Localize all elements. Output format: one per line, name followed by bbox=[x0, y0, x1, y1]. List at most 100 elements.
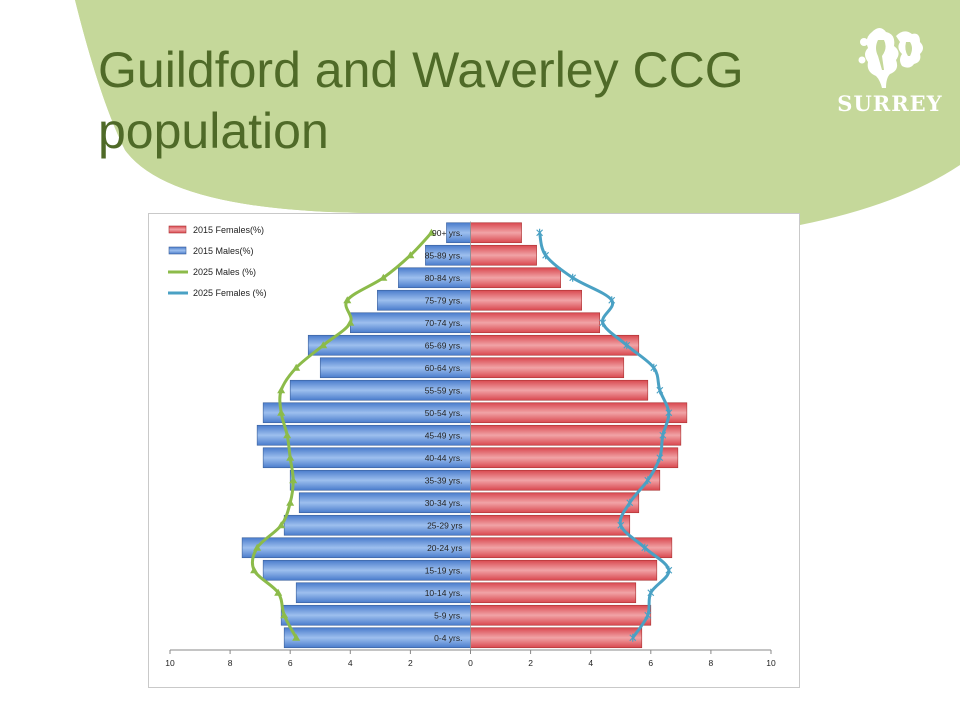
female-2025-point-17 bbox=[542, 251, 550, 260]
female-2025-point-13 bbox=[623, 341, 631, 350]
female-2025-point-8 bbox=[656, 453, 664, 462]
age-group-label-9: 45-49 yrs. bbox=[425, 430, 463, 440]
female-bar-17 bbox=[470, 244, 537, 266]
chart-canvas: 0-4 yrs. 5-9 yrs. 10-14 yrs. 15-19 yrs. 20-2… bbox=[165, 221, 776, 668]
male-2025-point-0 bbox=[292, 633, 301, 641]
female-2025-point-7 bbox=[644, 476, 652, 485]
x-tick-label-5: 0 bbox=[468, 658, 473, 668]
x-tick-label-8: 6 bbox=[648, 658, 653, 668]
female-bar-5 bbox=[470, 514, 631, 536]
slide-title: Guildford and Waverley CCG population bbox=[98, 40, 818, 162]
age-group-label-4: 20-24 yrs bbox=[427, 543, 462, 553]
age-group-label-18: 90+ yrs. bbox=[432, 228, 462, 238]
age-group-label-7: 35-39 yrs. bbox=[425, 475, 463, 485]
female-2025-point-12 bbox=[650, 363, 658, 372]
male-2025-point-18 bbox=[427, 228, 436, 236]
male-2025-point-5 bbox=[277, 521, 286, 529]
female-bar-16 bbox=[470, 267, 561, 289]
legend-label-2: 2025 Males (%) bbox=[193, 267, 256, 277]
female-2025-point-18 bbox=[536, 228, 544, 237]
legend-label-1: 2015 Males(%) bbox=[193, 246, 254, 256]
male-2025-point-16 bbox=[379, 273, 388, 281]
age-group-label-2: 10-14 yrs. bbox=[425, 588, 463, 598]
surrey-logo: SURREY bbox=[830, 20, 950, 120]
male-2025-point-12 bbox=[292, 363, 301, 371]
female-2025-point-11 bbox=[656, 386, 664, 395]
female-2025-point-2 bbox=[647, 588, 655, 597]
female-2025-point-3 bbox=[665, 566, 673, 575]
age-group-label-5: 25-29 yrs bbox=[427, 520, 462, 530]
population-pyramid-chart: 0-4 yrs. 5-9 yrs. 10-14 yrs. 15-19 yrs. 20-2… bbox=[148, 213, 800, 688]
male-2025-point-17 bbox=[406, 251, 415, 259]
x-tick-label-9: 8 bbox=[709, 658, 714, 668]
legend-label-0: 2015 Females(%) bbox=[193, 225, 264, 235]
female-bar-14 bbox=[470, 312, 601, 334]
age-group-label-8: 40-44 yrs. bbox=[425, 453, 463, 463]
age-group-label-10: 50-54 yrs. bbox=[425, 408, 463, 418]
legend-entry-3: 2025 Females (%) bbox=[168, 288, 267, 298]
female-bar-12 bbox=[470, 357, 625, 379]
female-bar-7 bbox=[470, 469, 661, 491]
female-bar-11 bbox=[470, 379, 649, 401]
age-group-label-13: 65-69 yrs. bbox=[425, 340, 463, 350]
x-tick-label-0: 10 bbox=[165, 658, 175, 668]
female-2025-point-15 bbox=[608, 296, 616, 305]
female-2025-point-10 bbox=[665, 408, 673, 417]
male-2025-point-9 bbox=[283, 431, 292, 439]
female-2025-point-14 bbox=[599, 318, 607, 327]
age-group-label-15: 75-79 yrs. bbox=[425, 295, 463, 305]
female-bar-6 bbox=[470, 492, 640, 514]
female-2025-point-16 bbox=[569, 273, 577, 282]
x-tick-label-3: 4 bbox=[348, 658, 353, 668]
slide-title-line-1: Guildford and Waverley CCG bbox=[98, 42, 744, 98]
female-bar-13 bbox=[470, 334, 640, 356]
male-2025-point-8 bbox=[286, 453, 295, 461]
legend-swatch-1 bbox=[168, 246, 187, 255]
female-bar-3 bbox=[470, 559, 658, 581]
male-2025-point-6 bbox=[286, 498, 295, 506]
female-bar-15 bbox=[470, 289, 582, 311]
age-group-label-12: 60-64 yrs. bbox=[425, 363, 463, 373]
age-group-label-14: 70-74 yrs. bbox=[425, 318, 463, 328]
male-2025-point-7 bbox=[289, 476, 298, 484]
male-2025-point-4 bbox=[253, 543, 262, 551]
logo-text: SURREY bbox=[837, 91, 943, 116]
age-group-label-1: 5-9 yrs. bbox=[434, 610, 462, 620]
age-group-label-11: 55-59 yrs. bbox=[425, 385, 463, 395]
x-tick-label-1: 8 bbox=[228, 658, 233, 668]
age-group-label-6: 30-34 yrs. bbox=[425, 498, 463, 508]
age-group-label-0: 0-4 yrs. bbox=[434, 633, 462, 643]
oak-leaf-icon bbox=[858, 28, 923, 88]
male-2025-point-2 bbox=[274, 588, 283, 596]
male-2025-point-13 bbox=[319, 341, 328, 349]
female-2025-point-5 bbox=[617, 521, 625, 530]
female-2025-point-0 bbox=[629, 633, 637, 642]
male-2025-point-3 bbox=[250, 566, 259, 574]
legend-entry-0: 2015 Females(%) bbox=[168, 225, 264, 235]
age-group-label-17: 85-89 yrs. bbox=[425, 250, 463, 260]
female-bar-4 bbox=[470, 537, 673, 559]
slide-title-line-2: population bbox=[98, 103, 329, 159]
female-bar-18 bbox=[470, 222, 522, 244]
age-group-label-3: 15-19 yrs. bbox=[425, 565, 463, 575]
female-bar-10 bbox=[470, 402, 688, 424]
female-2025-point-6 bbox=[626, 498, 634, 507]
male-2025-point-1 bbox=[280, 611, 289, 619]
female-bar-1 bbox=[470, 604, 652, 626]
female-bar-8 bbox=[470, 447, 679, 469]
female-bar-0 bbox=[470, 627, 643, 649]
male-2025-point-10 bbox=[277, 408, 286, 416]
age-group-label-16: 80-84 yrs. bbox=[425, 273, 463, 283]
legend-entry-1: 2015 Males(%) bbox=[168, 246, 254, 256]
male-2025-point-15 bbox=[343, 296, 352, 304]
female-2025-point-4 bbox=[641, 543, 649, 552]
female-2025-point-9 bbox=[659, 431, 667, 440]
female-2025-point-1 bbox=[644, 611, 652, 620]
legend-label-3: 2025 Females (%) bbox=[193, 288, 267, 298]
x-tick-label-4: 2 bbox=[408, 658, 413, 668]
x-tick-label-2: 6 bbox=[288, 658, 293, 668]
male-2025-point-11 bbox=[277, 386, 286, 394]
x-tick-label-10: 10 bbox=[766, 658, 776, 668]
female-bar-2 bbox=[470, 582, 637, 604]
